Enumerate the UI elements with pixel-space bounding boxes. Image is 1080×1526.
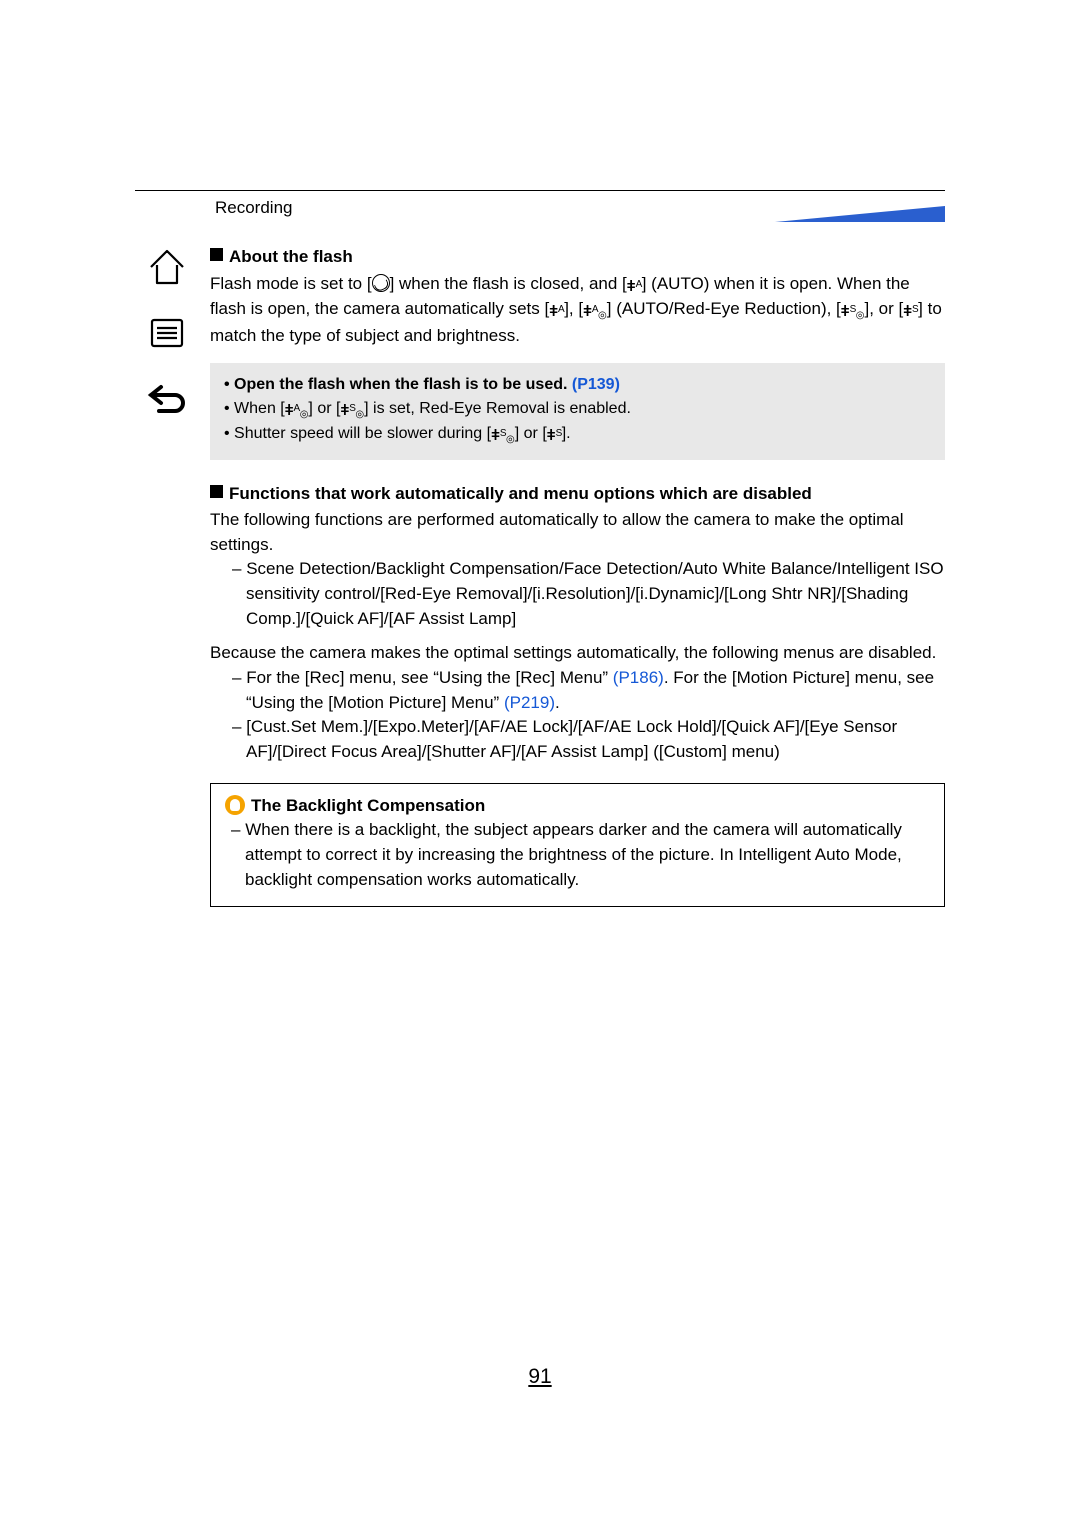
flash-off-icon	[372, 274, 390, 292]
tip-bulb-icon	[225, 795, 245, 815]
about-flash-paragraph: Flash mode is set to [] when the flash i…	[210, 272, 945, 349]
functions-list-3: – [Cust.Set Mem.]/[Expo.Meter]/[AF/AE Lo…	[232, 715, 945, 764]
flash-slow-redeye-icon: ǂS◎	[491, 425, 515, 448]
bullet-square-icon	[210, 248, 223, 261]
functions-p2: Because the camera makes the optimal set…	[210, 641, 945, 666]
flash-slow-icon: ǂS	[903, 301, 918, 323]
flash-auto-icon: ǂA	[549, 301, 564, 323]
flash-slow-redeye-icon: ǂS◎	[841, 301, 865, 324]
flash-slow-icon: ǂS	[547, 425, 562, 448]
heading-text: Functions that work automatically and me…	[229, 484, 812, 503]
flash-redeye-icon: ǂA◎	[285, 400, 309, 423]
note-line-2: • Shutter speed will be slower during [ǂ…	[224, 422, 931, 448]
flash-auto-icon: ǂA	[627, 276, 642, 298]
link-p219[interactable]: (P219)	[504, 693, 555, 712]
content-area: About the flash Flash mode is set to [] …	[210, 245, 945, 907]
section-label: Recording	[215, 198, 293, 218]
functions-p1: The following functions are performed au…	[210, 508, 945, 557]
tip-heading: The Backlight Compensation	[225, 794, 930, 819]
flash-redeye-icon: ǂA◎	[583, 301, 607, 324]
bullet-square-icon	[210, 485, 223, 498]
page-body: Recording About the flash Flash mode is …	[135, 190, 945, 907]
section-header: Recording	[135, 190, 945, 220]
note-box: • Open the flash when the flash is to be…	[210, 363, 945, 460]
functions-list-2: – For the [Rec] menu, see “Using the [Re…	[232, 666, 945, 715]
tip-box: The Backlight Compensation – When there …	[210, 783, 945, 908]
page-number: 91	[135, 1365, 945, 1389]
header-accent	[775, 206, 945, 222]
tip-body: – When there is a backlight, the subject…	[231, 818, 930, 892]
heading-text: About the flash	[229, 247, 353, 266]
heading-functions: Functions that work automatically and me…	[210, 482, 945, 507]
functions-list-1: – Scene Detection/Backlight Compensation…	[232, 557, 945, 631]
link-p139[interactable]: (P139)	[572, 376, 620, 393]
note-lead: • Open the flash when the flash is to be…	[224, 373, 931, 397]
link-p186[interactable]: (P186)	[613, 668, 664, 687]
note-line-1: • When [ǂA◎] or [ǂS◎] is set, Red-Eye Re…	[224, 397, 931, 423]
flash-slow-redeye-icon: ǂS◎	[340, 400, 364, 423]
heading-about-flash: About the flash	[210, 245, 945, 270]
header-rule	[135, 190, 945, 191]
